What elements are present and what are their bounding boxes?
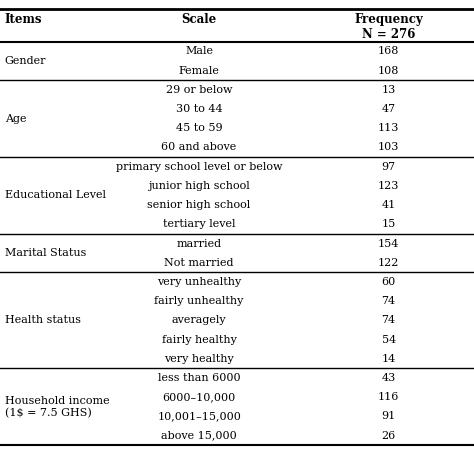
Text: 91: 91 (382, 411, 396, 421)
Text: 116: 116 (378, 392, 400, 402)
Text: 74: 74 (382, 296, 396, 306)
Text: fairly unhealthy: fairly unhealthy (155, 296, 244, 306)
Text: Frequency
N = 276: Frequency N = 276 (354, 13, 423, 41)
Text: 29 or below: 29 or below (166, 85, 232, 95)
Text: junior high school: junior high school (148, 181, 250, 191)
Text: Gender: Gender (5, 56, 46, 66)
Text: 41: 41 (382, 200, 396, 210)
Text: tertiary level: tertiary level (163, 219, 235, 229)
Text: Educational Level: Educational Level (5, 191, 106, 201)
Text: 30 to 44: 30 to 44 (176, 104, 222, 114)
Text: 43: 43 (382, 373, 396, 383)
Text: married: married (176, 238, 222, 248)
Text: 113: 113 (378, 123, 400, 133)
Text: primary school level or below: primary school level or below (116, 162, 283, 172)
Text: 123: 123 (378, 181, 400, 191)
Text: above 15,000: above 15,000 (161, 431, 237, 441)
Text: 108: 108 (378, 65, 400, 75)
Text: senior high school: senior high school (147, 200, 251, 210)
Text: 154: 154 (378, 238, 400, 248)
Text: 54: 54 (382, 335, 396, 345)
Text: averagely: averagely (172, 315, 227, 325)
Text: Marital Status: Marital Status (5, 248, 86, 258)
Text: 97: 97 (382, 162, 396, 172)
Text: Household income
(1$ = 7.5 GHS): Household income (1$ = 7.5 GHS) (5, 396, 109, 418)
Text: Male: Male (185, 46, 213, 56)
Text: 10,001–15,000: 10,001–15,000 (157, 411, 241, 421)
Text: 47: 47 (382, 104, 396, 114)
Text: very healthy: very healthy (164, 354, 234, 364)
Text: very unhealthy: very unhealthy (157, 277, 241, 287)
Text: less than 6000: less than 6000 (158, 373, 240, 383)
Text: Female: Female (179, 65, 219, 75)
Text: Not married: Not married (164, 258, 234, 268)
Text: 26: 26 (382, 431, 396, 441)
Text: 168: 168 (378, 46, 400, 56)
Text: 13: 13 (382, 85, 396, 95)
Text: 60: 60 (382, 277, 396, 287)
Text: Items: Items (5, 13, 42, 26)
Text: 14: 14 (382, 354, 396, 364)
Text: Age: Age (5, 114, 26, 124)
Text: 74: 74 (382, 315, 396, 325)
Text: 122: 122 (378, 258, 400, 268)
Text: fairly healthy: fairly healthy (162, 335, 237, 345)
Text: 103: 103 (378, 142, 400, 153)
Text: 6000–10,000: 6000–10,000 (163, 392, 236, 402)
Text: Scale: Scale (182, 13, 217, 26)
Text: Health status: Health status (5, 315, 81, 325)
Text: 45 to 59: 45 to 59 (176, 123, 222, 133)
Text: 15: 15 (382, 219, 396, 229)
Text: 60 and above: 60 and above (162, 142, 237, 153)
